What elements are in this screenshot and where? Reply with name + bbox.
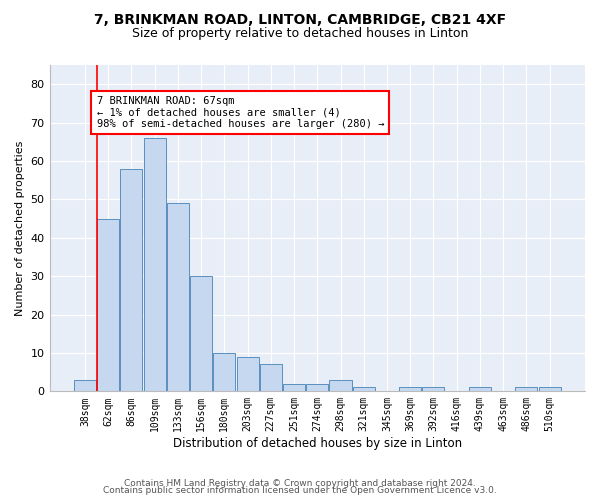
Bar [306, 384, 328, 392]
Bar [74, 380, 96, 392]
Bar [539, 388, 560, 392]
Bar [97, 218, 119, 392]
Bar [283, 384, 305, 392]
Text: Contains public sector information licensed under the Open Government Licence v3: Contains public sector information licen… [103, 486, 497, 495]
Bar [260, 364, 282, 392]
Bar [469, 388, 491, 392]
Text: Contains HM Land Registry data © Crown copyright and database right 2024.: Contains HM Land Registry data © Crown c… [124, 478, 476, 488]
Bar [236, 357, 259, 392]
Y-axis label: Number of detached properties: Number of detached properties [15, 140, 25, 316]
Bar [121, 168, 142, 392]
Text: 7, BRINKMAN ROAD, LINTON, CAMBRIDGE, CB21 4XF: 7, BRINKMAN ROAD, LINTON, CAMBRIDGE, CB2… [94, 12, 506, 26]
Text: Size of property relative to detached houses in Linton: Size of property relative to detached ho… [132, 28, 468, 40]
Bar [422, 388, 445, 392]
Bar [399, 388, 421, 392]
Bar [353, 388, 375, 392]
Bar [329, 380, 352, 392]
Bar [143, 138, 166, 392]
Bar [213, 353, 235, 392]
Bar [167, 203, 189, 392]
X-axis label: Distribution of detached houses by size in Linton: Distribution of detached houses by size … [173, 437, 462, 450]
Bar [190, 276, 212, 392]
Text: 7 BRINKMAN ROAD: 67sqm
← 1% of detached houses are smaller (4)
98% of semi-detac: 7 BRINKMAN ROAD: 67sqm ← 1% of detached … [97, 96, 384, 129]
Bar [515, 388, 538, 392]
